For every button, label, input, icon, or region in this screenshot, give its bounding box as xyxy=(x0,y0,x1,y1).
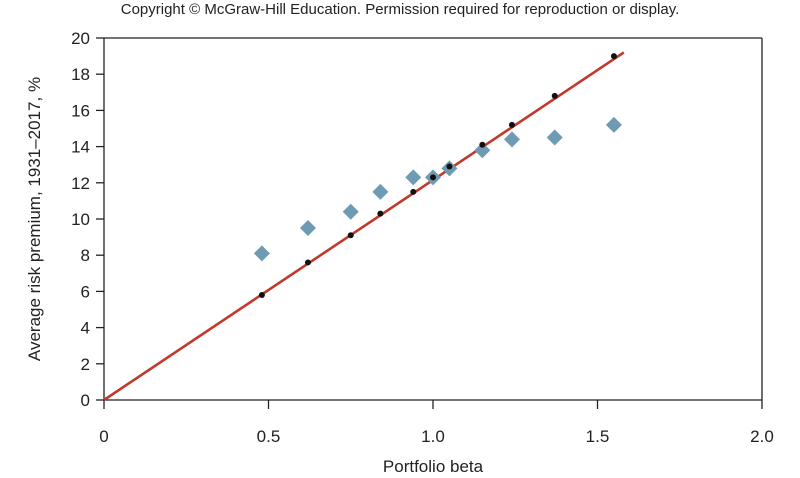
diamond-point xyxy=(372,183,389,200)
diamond-point xyxy=(405,169,422,186)
x-tick-label: 1.5 xyxy=(586,427,610,446)
dot-series xyxy=(258,53,617,299)
x-tick-label: 2.0 xyxy=(750,427,774,446)
y-tick-label: 0 xyxy=(81,391,90,410)
diamond-series xyxy=(253,116,622,262)
diamond-point xyxy=(503,131,520,148)
diamond-point xyxy=(342,203,359,220)
dot-point xyxy=(258,292,265,299)
y-tick-label: 8 xyxy=(81,246,90,265)
diamond-point xyxy=(605,116,622,133)
diamond-point xyxy=(474,142,491,159)
x-tick-label: 1.0 xyxy=(421,427,445,446)
dot-point xyxy=(551,92,558,99)
dot-point xyxy=(410,188,417,195)
y-tick-label: 20 xyxy=(71,29,90,48)
y-tick-label: 18 xyxy=(71,65,90,84)
copyright-notice: Copyright © McGraw-Hill Education. Permi… xyxy=(120,1,680,18)
y-axis-label: Average risk premium, 1931–2017, % xyxy=(25,77,44,361)
y-tick-label: 6 xyxy=(81,282,90,301)
diamond-point xyxy=(253,245,270,262)
dot-point xyxy=(610,53,617,60)
dot-point xyxy=(430,174,436,181)
y-tick-label: 10 xyxy=(71,210,90,229)
regression-line xyxy=(103,51,625,402)
dot-point xyxy=(508,121,515,128)
diamond-point xyxy=(546,129,563,146)
y-tick-label: 12 xyxy=(71,174,90,193)
y-tick-label: 16 xyxy=(71,101,90,120)
security-market-line xyxy=(103,51,625,402)
dot-point xyxy=(377,210,384,217)
dot-point xyxy=(304,259,311,266)
dot-point xyxy=(347,232,354,239)
x-axis-label: Portfolio beta xyxy=(383,457,484,476)
x-tick-label: 0.5 xyxy=(257,427,281,446)
y-tick-label: 4 xyxy=(81,319,90,338)
diamond-point xyxy=(299,220,316,237)
dot-point xyxy=(479,141,486,148)
x-tick-label: 0 xyxy=(99,427,108,446)
dot-point xyxy=(446,163,453,170)
y-tick-label: 14 xyxy=(71,138,90,157)
axes: 0 2 4 6 8 10 12 14 16 18 20 0 0.5 1.0 1.5 2.0 xyxy=(71,29,774,446)
y-tick-label: 2 xyxy=(81,355,90,374)
